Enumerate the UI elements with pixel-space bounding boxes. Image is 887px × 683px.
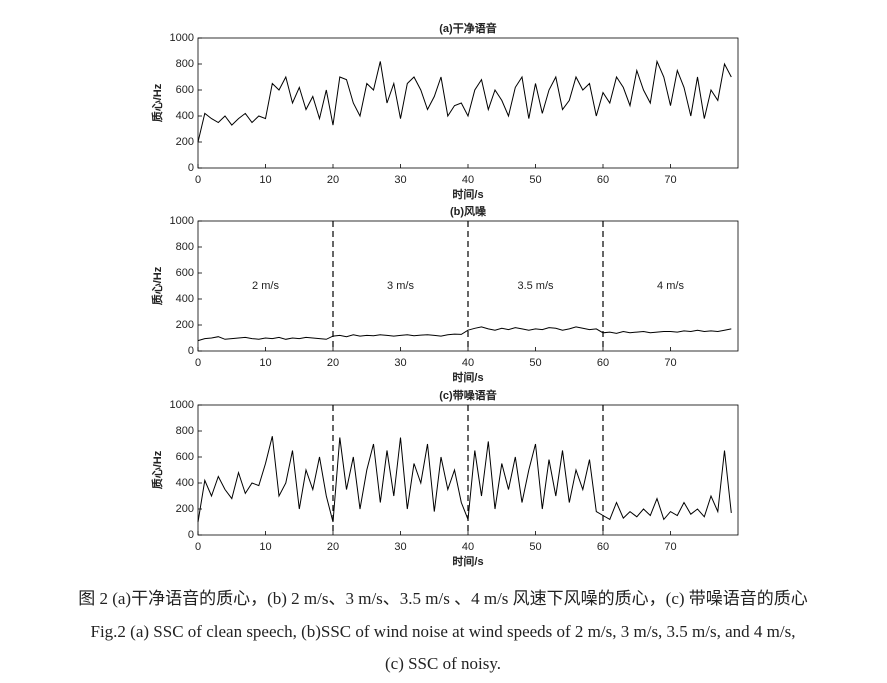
y-tick-label: 600	[176, 267, 194, 279]
x-tick-label: 20	[327, 541, 339, 553]
plot-area	[197, 37, 739, 169]
x-tick-label: 30	[394, 357, 406, 369]
annotation: 3 m/s	[387, 280, 414, 292]
x-axis-label: 时间/s	[452, 187, 483, 201]
y-axis-label: 质心/Hz	[150, 266, 164, 305]
caption-line: Fig.2 (a) SSC of clean speech, (b)SSC of…	[91, 622, 796, 641]
x-tick-label: 40	[462, 174, 474, 186]
y-tick-label: 0	[188, 345, 194, 357]
chart-title: (c)带噪语音	[439, 388, 496, 402]
x-tick-label: 50	[529, 357, 541, 369]
annotation: 4 m/s	[657, 280, 684, 292]
x-axis-label: 时间/s	[452, 370, 483, 384]
data-line	[197, 436, 732, 523]
x-tick-label: 30	[394, 541, 406, 553]
x-tick-label: 70	[664, 541, 676, 553]
caption-line: (c) SSC of noisy.	[385, 654, 501, 673]
y-tick-label: 400	[176, 477, 194, 489]
x-tick-label: 60	[597, 174, 609, 186]
y-tick-label: 400	[176, 293, 194, 305]
x-tick-label: 10	[259, 541, 271, 553]
y-tick-label: 600	[176, 84, 194, 96]
y-tick-label: 1000	[170, 215, 194, 227]
y-tick-label: 800	[176, 241, 194, 253]
x-tick-label: 0	[195, 174, 201, 186]
y-tick-label: 1000	[170, 32, 194, 44]
y-tick-label: 0	[188, 162, 194, 174]
chart-title: (a)干净语音	[439, 21, 496, 35]
x-tick-label: 50	[529, 174, 541, 186]
y-tick-label: 800	[176, 425, 194, 437]
x-tick-label: 20	[327, 174, 339, 186]
y-tick-label: 200	[176, 136, 194, 148]
x-tick-label: 20	[327, 357, 339, 369]
y-tick-label: 0	[188, 529, 194, 541]
x-axis-label: 时间/s	[452, 554, 483, 568]
x-tick-label: 50	[529, 541, 541, 553]
data-line	[197, 59, 732, 143]
annotation: 3.5 m/s	[517, 280, 554, 292]
x-tick-label: 0	[195, 541, 201, 553]
x-tick-label: 10	[259, 174, 271, 186]
x-tick-label: 30	[394, 174, 406, 186]
caption-line: 图 2 (a)干净语音的质心，(b) 2 m/s、3 m/s、3.5 m/s 、…	[78, 589, 808, 608]
x-tick-label: 40	[462, 541, 474, 553]
y-tick-label: 200	[176, 319, 194, 331]
x-tick-label: 60	[597, 541, 609, 553]
y-axis-label: 质心/Hz	[150, 450, 164, 489]
x-tick-label: 40	[462, 357, 474, 369]
x-tick-label: 60	[597, 357, 609, 369]
x-tick-label: 10	[259, 357, 271, 369]
y-tick-label: 600	[176, 451, 194, 463]
y-axis-label: 质心/Hz	[150, 83, 164, 122]
x-tick-label: 70	[664, 357, 676, 369]
y-tick-label: 800	[176, 58, 194, 70]
y-tick-label: 400	[176, 110, 194, 122]
annotation: 2 m/s	[252, 280, 279, 292]
x-tick-label: 0	[195, 357, 201, 369]
data-line	[197, 326, 732, 342]
x-tick-label: 70	[664, 174, 676, 186]
chart-title: (b)风噪	[450, 204, 487, 218]
y-tick-label: 1000	[170, 399, 194, 411]
y-tick-label: 200	[176, 503, 194, 515]
